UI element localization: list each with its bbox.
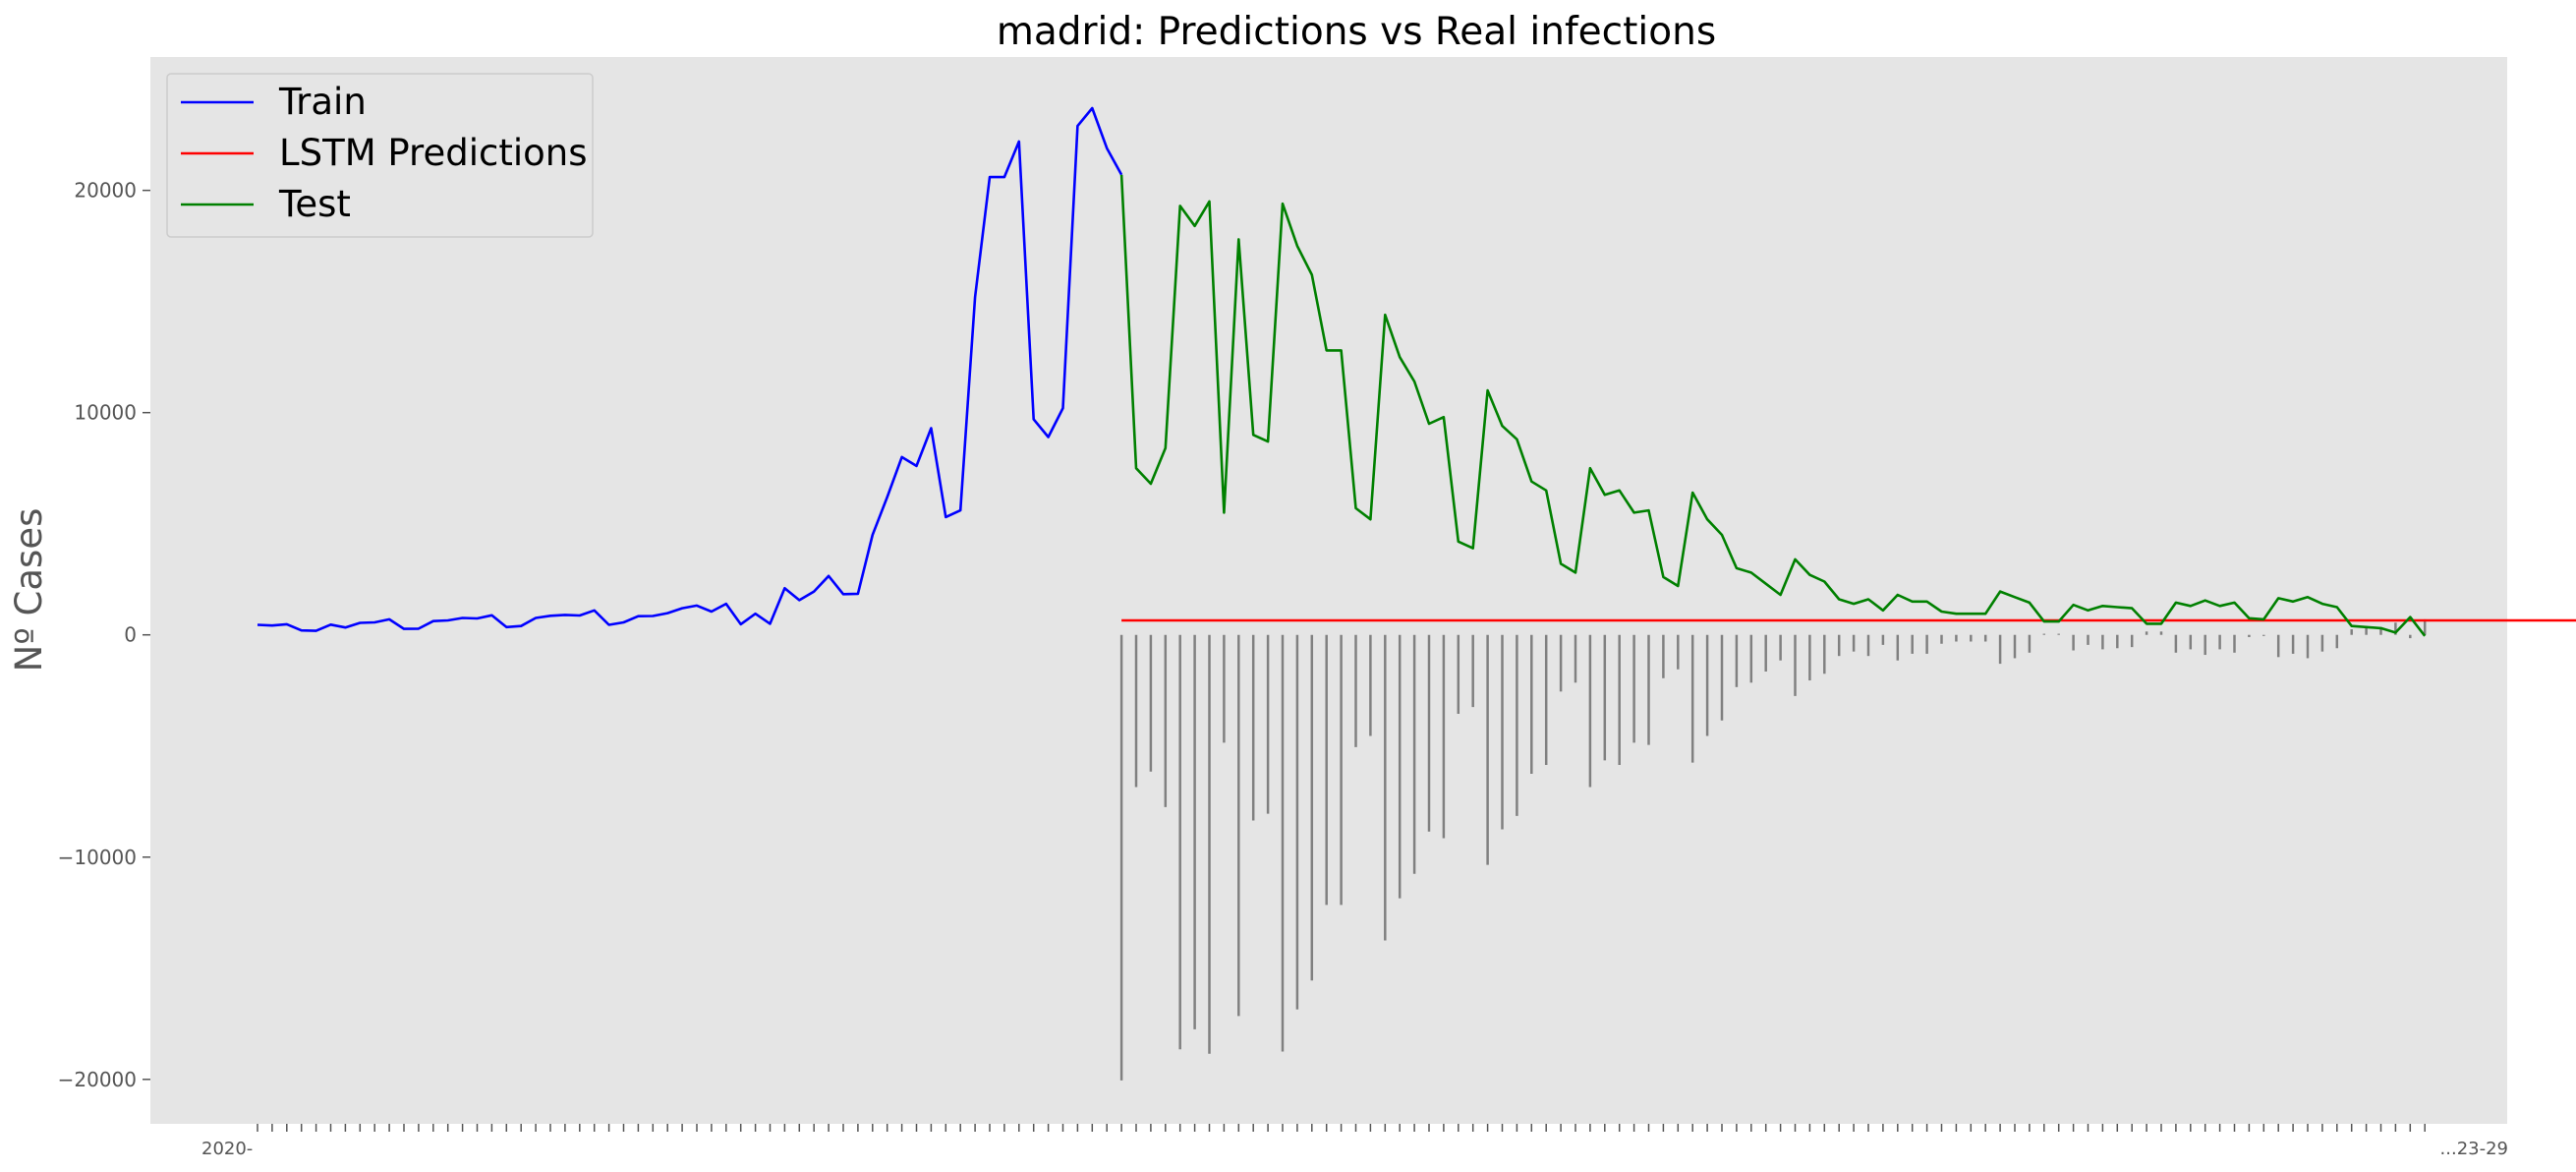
x-axis: 2020- ...23-29 [201, 1124, 2508, 1159]
y-tick-label: −20000 [58, 1068, 137, 1091]
x-tick-label: ...23-29 [2440, 1139, 2508, 1159]
y-tick-label: 20000 [74, 179, 137, 203]
series-line-train [257, 106, 1123, 632]
y-tick-label: −10000 [58, 846, 137, 869]
legend-box [166, 73, 594, 238]
y-tick-label: 0 [124, 623, 137, 647]
y-tick-label: 10000 [74, 401, 137, 425]
legend-label: Test [278, 183, 351, 225]
chart-title: madrid: Predictions vs Real infections [997, 10, 1716, 54]
x-tick-label: 2020- [201, 1139, 253, 1159]
y-axis: −20000 −10000 0 10000 20000 [58, 179, 150, 1091]
y-axis-label: Nº Cases [8, 508, 50, 673]
stem-series [1119, 618, 2427, 1081]
legend: Train LSTM Predictions Test [166, 73, 594, 238]
series-lines [257, 106, 2576, 637]
legend-label: Train [278, 81, 367, 123]
legend-label: LSTM Predictions [279, 132, 587, 174]
series-line-test [1119, 174, 2427, 637]
